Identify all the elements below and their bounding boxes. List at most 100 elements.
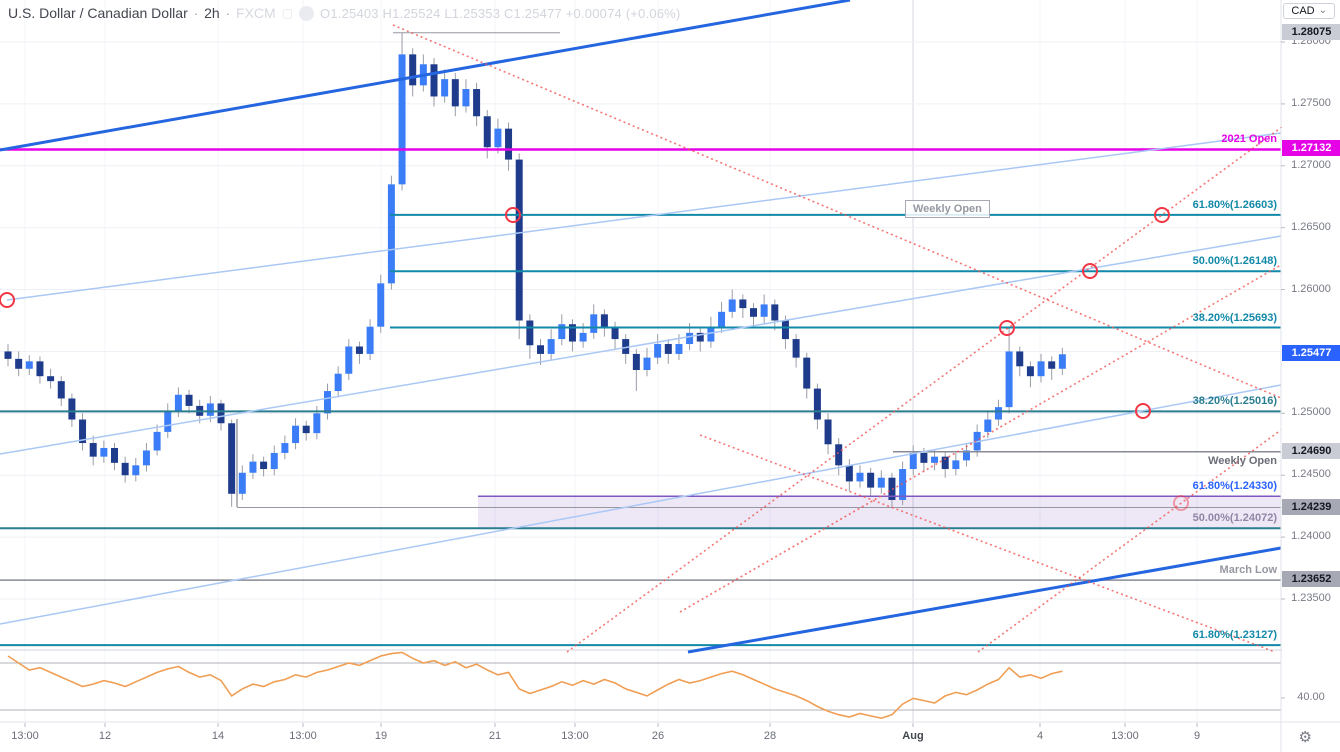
currency-selector-button[interactable]: CAD ⌄ [1283,3,1335,19]
candle-down[interactable] [568,324,576,342]
candle-up[interactable] [856,472,864,482]
symbol-title[interactable]: U.S. Dollar / Canadian Dollar [8,5,188,21]
candle-down[interactable] [941,456,949,470]
candle-up[interactable] [558,324,566,340]
candle-up[interactable] [100,447,108,457]
candle-up[interactable] [579,332,587,342]
candle-down[interactable] [920,452,928,463]
candle-up[interactable] [675,344,683,354]
candle-down[interactable] [537,345,544,354]
candle-down[interactable] [835,444,843,466]
candle-down[interactable] [750,308,757,317]
candle-up[interactable] [270,452,278,470]
candle-down[interactable] [451,79,459,107]
candle-up[interactable] [377,283,385,327]
candle-down[interactable] [611,326,619,340]
candle-down[interactable] [824,419,832,445]
candle-up[interactable] [334,373,342,392]
candle-up[interactable] [718,311,726,327]
candle-down[interactable] [739,299,747,309]
candle-up[interactable] [206,403,214,416]
candle-up[interactable] [909,452,917,470]
candle-down[interactable] [79,419,87,444]
candle-up[interactable] [707,326,715,342]
candle-up[interactable] [643,357,651,371]
candle-up[interactable] [238,472,246,494]
candle-up[interactable] [1058,354,1066,369]
candle-up[interactable] [462,89,470,107]
candle-up[interactable] [760,304,768,317]
candle-down[interactable] [473,89,481,117]
candle-up[interactable] [142,450,150,466]
candle-down[interactable] [1026,366,1034,377]
candle-up[interactable] [25,361,33,369]
candle-down[interactable] [355,346,363,354]
candle-down[interactable] [185,394,193,406]
candle-up[interactable] [153,431,161,451]
candle-up[interactable] [1037,361,1045,377]
candle-down[interactable] [696,332,704,342]
candle-down[interactable] [803,357,811,389]
candle-up[interactable] [324,391,331,414]
candle-down[interactable] [867,472,875,488]
candle-up[interactable] [654,344,662,358]
candle-up[interactable] [984,419,992,432]
candle-down[interactable] [217,403,225,424]
candle-down[interactable] [526,320,534,346]
candle-down[interactable] [68,398,76,420]
interval-label[interactable]: 2h [204,5,220,21]
candle-up[interactable] [728,299,736,312]
candle-down[interactable] [845,465,853,482]
candle-down[interactable] [47,376,55,382]
candle-down[interactable] [781,320,789,340]
rsi-line[interactable] [7,651,1063,720]
candle-down[interactable] [89,443,97,457]
candle-up[interactable] [1005,351,1013,408]
candle-down[interactable] [57,381,65,399]
more-icon[interactable]: ▢ [281,6,294,20]
candle-up[interactable] [366,326,374,354]
candle-up[interactable] [281,443,289,453]
candle-up[interactable] [387,184,395,284]
candle-down[interactable] [260,461,268,470]
candle-up[interactable] [899,469,907,500]
candle-down[interactable] [1048,361,1056,369]
settings-gear-icon[interactable]: ⚙ [1298,729,1312,746]
candle-down[interactable] [36,361,44,377]
candle-down[interactable] [121,462,129,476]
candle-down[interactable] [1016,351,1024,367]
candle-up[interactable] [174,394,182,411]
candle-down[interactable] [600,314,608,327]
candle-up[interactable] [164,410,172,432]
candle-down[interactable] [302,425,310,434]
candle-up[interactable] [292,425,300,444]
candle-down[interactable] [622,339,630,354]
candle-up[interactable] [952,460,960,470]
candle-down[interactable] [664,344,672,354]
candle-down[interactable] [4,351,12,359]
candle-up[interactable] [494,128,502,148]
candle-down[interactable] [792,339,800,358]
candle-down[interactable] [813,388,821,420]
candle-up[interactable] [313,413,321,434]
candle-down[interactable] [111,447,118,463]
candle-up[interactable] [547,339,555,354]
candle-up[interactable] [249,461,257,473]
candle-down[interactable] [430,64,438,97]
candle-up[interactable] [132,465,140,476]
candle-up[interactable] [686,332,694,345]
candle-up[interactable] [963,450,970,461]
candle-down[interactable] [228,423,236,494]
candle-down[interactable] [15,358,23,369]
candle-up[interactable] [590,314,598,333]
candle-up[interactable] [877,477,885,488]
candle-up[interactable] [994,407,1002,420]
candle-down[interactable] [771,304,779,321]
candle-down[interactable] [505,128,513,160]
candle-up[interactable] [931,456,939,463]
candle-up[interactable] [441,79,449,97]
candle-down[interactable] [483,116,491,148]
candle-up[interactable] [398,54,406,185]
candle-down[interactable] [515,159,523,321]
